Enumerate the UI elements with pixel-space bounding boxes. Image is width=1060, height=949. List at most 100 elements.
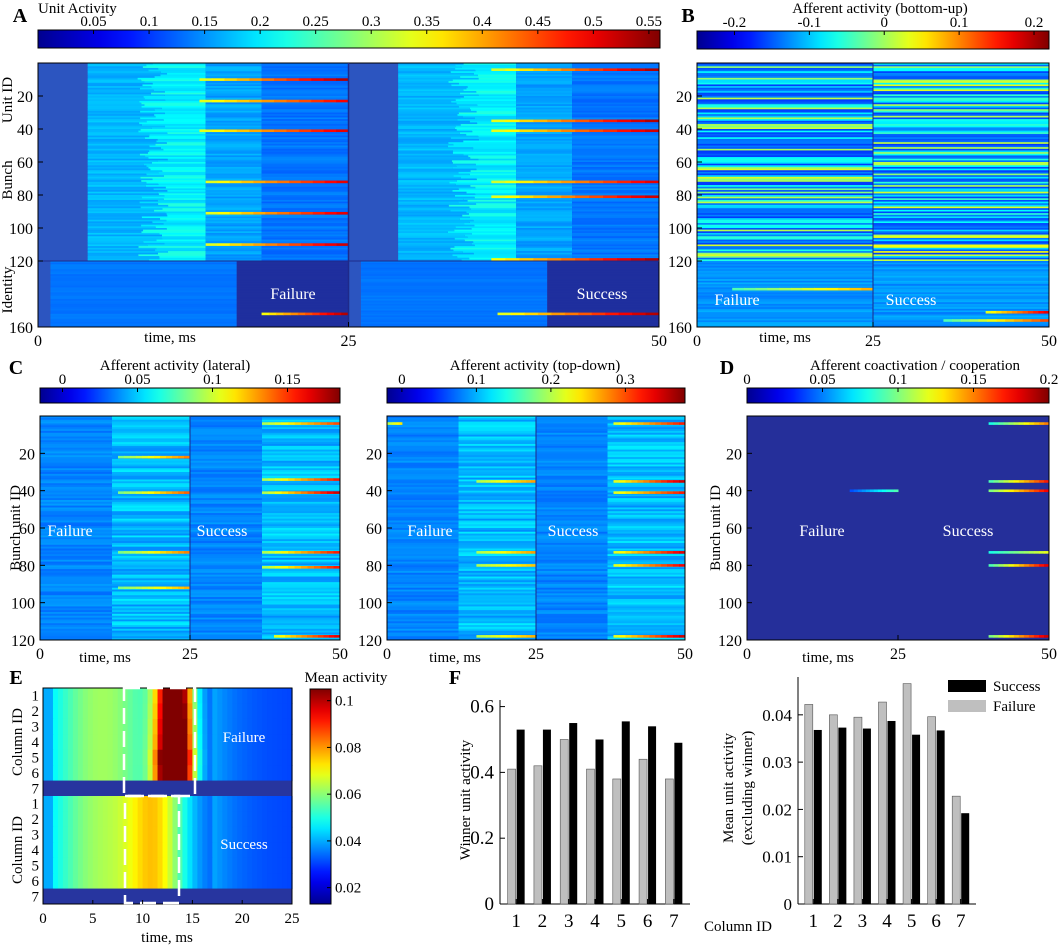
heat-cell [40, 498, 112, 501]
trace-segment [334, 635, 341, 638]
heat-cell [387, 432, 459, 436]
colorbar [309, 688, 332, 905]
heat-cell [262, 632, 340, 635]
heat-cell [102, 842, 109, 859]
heat-cell [697, 120, 873, 123]
heat-cell [167, 811, 174, 828]
heat-cell [262, 533, 340, 536]
heat-cell [205, 162, 262, 165]
trace-segment [885, 489, 891, 493]
heat-cell [462, 115, 517, 118]
trace-segment [288, 243, 302, 246]
colorbar-tick-label: -0.2 [723, 15, 747, 31]
x-tick-label: 3 [858, 911, 868, 932]
heat-cell [516, 175, 573, 178]
heat-cell [572, 166, 659, 170]
heat-cell [261, 168, 349, 171]
trace-segment [241, 243, 254, 246]
x-tick-label: 50 [677, 646, 693, 663]
heat-cell [277, 765, 283, 782]
colorbar-tick-label: 0.2 [542, 372, 561, 388]
heat-cell [262, 501, 340, 505]
heat-cell [157, 811, 164, 828]
heat-cell [697, 259, 873, 262]
heat-cell [267, 749, 273, 766]
heat-cell [547, 302, 659, 305]
trace-segment [505, 258, 520, 261]
heat-cell [873, 234, 1049, 237]
heat-cell [141, 180, 206, 183]
heat-cell [147, 857, 154, 874]
heat-cell [398, 160, 453, 163]
heat-cell [127, 873, 134, 890]
heat-cell [102, 734, 109, 751]
heat-cell [162, 765, 169, 782]
heat-cell [112, 688, 119, 705]
heat-cell [190, 438, 262, 441]
heat-cell [112, 559, 190, 563]
heat-cell [97, 749, 104, 766]
heat-cell [162, 826, 169, 843]
heat-cell [572, 188, 659, 191]
trace-segment [172, 491, 179, 494]
heat-cell [167, 749, 174, 766]
heat-cell [697, 279, 873, 282]
heat-cell [236, 295, 349, 298]
heat-cell [147, 688, 154, 705]
heat-cell [205, 178, 262, 181]
bar-failure [665, 778, 674, 905]
heat-cell [607, 621, 685, 624]
heat-cell [516, 100, 573, 104]
x-tick-label: 20 [235, 911, 250, 927]
heat-cell [607, 500, 685, 503]
heat-cell [261, 71, 349, 74]
heat-cell [572, 143, 659, 146]
heat-cell [454, 237, 517, 241]
heat-cell [162, 811, 169, 828]
heat-cell [873, 280, 1049, 283]
heat-cell [261, 218, 349, 221]
trace-segment [323, 78, 337, 81]
trace-segment [166, 586, 173, 590]
heat-cell [82, 811, 89, 828]
trace-segment [637, 564, 644, 567]
heat-cell [262, 514, 340, 518]
heat-cell [697, 190, 873, 193]
heat-cell [261, 127, 349, 130]
heat-cell [607, 464, 685, 467]
heat-cell [205, 246, 262, 249]
heat-cell [40, 494, 112, 497]
heat-cell [572, 239, 659, 242]
heat-cell [261, 89, 349, 92]
heat-cell [92, 842, 99, 859]
trace-segment [391, 422, 394, 425]
trace-segment [625, 635, 632, 638]
heat-cell [607, 472, 685, 475]
heat-cell [40, 462, 112, 466]
heat-cell [607, 466, 685, 469]
heat-cell [873, 72, 1049, 76]
heat-cell [873, 282, 1049, 285]
heat-cell [205, 67, 262, 71]
heat-cell [476, 168, 517, 171]
heat-cell [607, 630, 685, 634]
heat-cell [167, 718, 174, 735]
heat-cell [697, 249, 873, 252]
activity-trace [985, 310, 1050, 314]
heat-cell [205, 66, 262, 69]
heat-cell [262, 615, 340, 619]
trace-segment [268, 491, 276, 494]
heat-cell [448, 142, 517, 145]
heat-cell [87, 216, 142, 219]
trace-segment [118, 491, 125, 494]
heat-cell [212, 826, 218, 843]
heat-cell [107, 765, 114, 782]
heat-cell [190, 617, 262, 620]
heat-cell [387, 494, 459, 497]
trace-segment [160, 455, 167, 459]
heat-cell [262, 554, 340, 557]
heat-cell [139, 201, 206, 204]
heat-cell [697, 124, 873, 127]
heat-cell [398, 135, 479, 138]
heat-cell [202, 765, 208, 782]
